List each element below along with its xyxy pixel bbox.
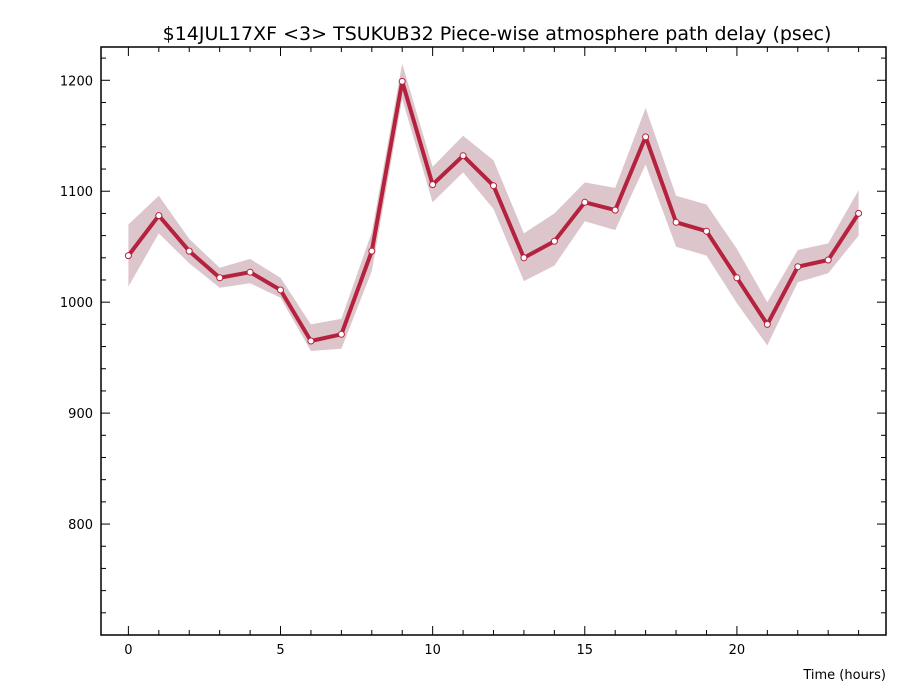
x-tick-label: 5 <box>276 643 284 658</box>
data-point <box>550 237 558 245</box>
y-tick-label: 1200 <box>60 74 93 89</box>
data-point <box>398 77 406 85</box>
data-point <box>581 198 589 206</box>
data-point <box>794 263 802 271</box>
axis-tick-labels: 0 5 10 15 20 800 900 1000 1100 1200 <box>60 74 745 658</box>
data-point <box>703 227 710 235</box>
y-tick-label: 1000 <box>60 296 93 311</box>
data-point <box>307 337 315 345</box>
data-point <box>611 206 619 214</box>
data-point <box>337 330 345 338</box>
axis-ticks <box>101 47 886 636</box>
x-tick-label: 10 <box>424 643 441 658</box>
data-point <box>520 254 528 262</box>
y-tick-label: 800 <box>68 518 93 533</box>
data-point <box>733 274 741 282</box>
chart-title: $14JUL17XF <3> TSUKUB32 Piece-wise atmos… <box>163 23 832 45</box>
data-point <box>672 218 680 226</box>
error-band <box>128 63 859 351</box>
x-tick-label: 20 <box>729 643 746 658</box>
y-tick-label: 900 <box>68 407 93 422</box>
data-point-layer <box>124 77 863 345</box>
data-point <box>824 256 832 264</box>
data-point <box>216 274 224 282</box>
data-point <box>124 252 132 260</box>
data-point <box>277 286 284 294</box>
data-point <box>642 133 650 141</box>
data-point <box>155 212 163 220</box>
data-point <box>763 320 771 328</box>
data-point <box>185 247 193 255</box>
y-tick-label: 1100 <box>60 185 93 200</box>
x-tick-label: 0 <box>124 643 132 658</box>
data-point <box>246 268 254 276</box>
data-point <box>368 247 376 255</box>
data-point <box>459 152 467 160</box>
x-tick-label: 15 <box>577 643 594 658</box>
data-point <box>855 209 863 217</box>
error-band-layer <box>128 63 859 351</box>
data-point <box>490 182 497 190</box>
data-point <box>429 181 437 189</box>
x-axis-label: Time (hours) <box>802 668 886 683</box>
